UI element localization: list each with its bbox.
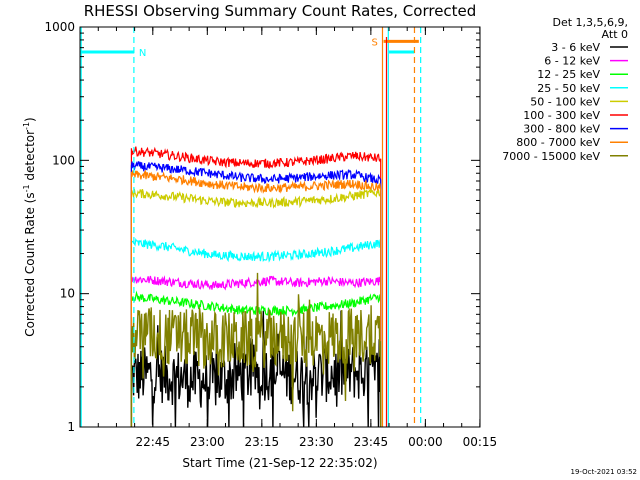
legend-label-0: 3 - 6 keV (551, 41, 600, 54)
legend-header-0: Det 1,3,5,6,9, (552, 16, 628, 29)
x-tick-label: 22:45 (135, 435, 170, 449)
series-line-2 (130, 290, 382, 427)
series-line-1 (130, 275, 382, 427)
y-axis-label: Corrected Count Rate (s-1 detector-1) (22, 117, 37, 336)
legend-label-6: 300 - 800 keV (523, 123, 600, 136)
series-line-3 (130, 237, 382, 427)
chart-title: RHESSI Observing Summary Count Rates, Co… (84, 2, 477, 20)
legend-label-3: 25 - 50 keV (537, 82, 600, 95)
y-tick-label: 10 (60, 287, 75, 301)
legend-label-1: 6 - 12 keV (544, 55, 600, 68)
annotation-label-N: N (139, 48, 146, 59)
x-tick-label: 23:00 (190, 435, 225, 449)
x-tick-label: 23:45 (354, 435, 389, 449)
legend-label-8: 7000 - 15000 keV (502, 150, 600, 163)
y-tick-label: 1 (67, 420, 75, 434)
series-line-4 (130, 187, 382, 427)
x-tick-label: 00:00 (408, 435, 443, 449)
y-tick-label: 1000 (44, 20, 75, 34)
x-tick-label: 23:30 (299, 435, 334, 449)
legend-label-4: 50 - 100 keV (530, 95, 600, 108)
plot-area: NS (80, 27, 422, 427)
legend-label-7: 800 - 7000 keV (516, 136, 600, 149)
legend-label-2: 12 - 25 keV (537, 68, 600, 81)
annotation-label-S: S (371, 37, 377, 48)
legend-header-1: Att 0 (602, 28, 628, 41)
series-line-7 (130, 169, 382, 427)
y-tick-label: 100 (52, 153, 75, 167)
legend-label-5: 100 - 300 keV (523, 109, 600, 122)
x-tick-label: 00:15 (463, 435, 498, 449)
series-line-6 (130, 160, 382, 427)
x-axis-label: Start Time (21-Sep-12 22:35:02) (182, 456, 377, 470)
x-axis: 22:45 23:00 23:15 23:30 23:45 00:00 00:15 (97, 27, 498, 449)
series-line-8 (130, 272, 382, 427)
series-line-5 (130, 146, 382, 427)
y-axis: 1 10 100 1000 (44, 20, 480, 434)
timestamp: 19-Oct-2021 03:52 (571, 468, 637, 476)
x-tick-label: 23:15 (245, 435, 280, 449)
